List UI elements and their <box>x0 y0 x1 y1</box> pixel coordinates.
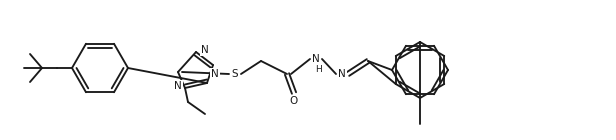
Text: N: N <box>312 54 320 64</box>
Text: O: O <box>290 96 298 106</box>
Text: N: N <box>338 69 346 79</box>
Text: H: H <box>315 65 322 74</box>
Text: N: N <box>174 81 182 91</box>
Text: N: N <box>211 69 219 79</box>
Text: S: S <box>232 69 238 79</box>
Text: N: N <box>201 45 209 55</box>
